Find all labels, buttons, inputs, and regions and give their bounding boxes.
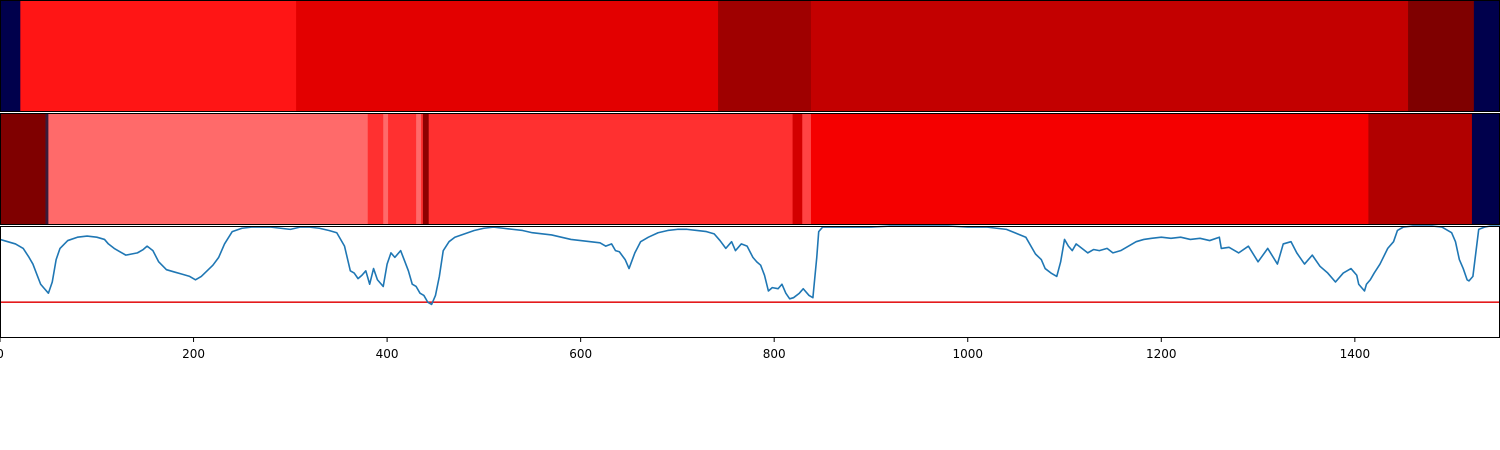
heatmap-middle-cells — [0, 113, 1500, 225]
line-panel: 0 200 400 600 800 1000 1200 1400 — [0, 225, 1500, 361]
series-line — [0, 225, 1500, 306]
heatmap-cell — [45, 113, 49, 225]
heatmap-cell — [1368, 113, 1473, 225]
x-tick-label: 400 — [376, 347, 399, 361]
heatmap-cell — [1473, 0, 1500, 112]
x-tick-label: 1000 — [952, 347, 983, 361]
heatmap-cell — [422, 113, 430, 225]
x-tick-label: 1200 — [1146, 347, 1177, 361]
heatmap-cell — [802, 113, 812, 225]
x-tick-label: 600 — [569, 347, 592, 361]
heatmap-cell — [0, 113, 46, 225]
heatmap-cell — [718, 0, 812, 112]
heatmap-panel-middle — [0, 113, 1500, 225]
heatmap-cell — [1408, 0, 1475, 112]
heatmap-cell — [296, 0, 719, 112]
heatmap-cell — [1471, 113, 1500, 225]
x-tick-label: 200 — [182, 347, 205, 361]
x-tick-label: 0 — [0, 347, 4, 361]
heatmap-cell — [0, 0, 21, 112]
heatmap-cell — [20, 0, 297, 112]
heatmap-cell — [810, 113, 1369, 225]
heatmap-cell — [792, 113, 803, 225]
heatmap-cell — [416, 113, 422, 225]
heatmap-cell — [810, 0, 1409, 112]
x-tick-label: 800 — [763, 347, 786, 361]
x-axis: 0 200 400 600 800 1000 1200 1400 — [0, 338, 1370, 361]
heatmap-cell — [388, 113, 417, 225]
heatmap-cell — [48, 113, 369, 225]
heatmap-cell — [428, 113, 793, 225]
heatmap-cell — [367, 113, 384, 225]
heatmap-cell — [420, 113, 424, 225]
x-tick-label: 1400 — [1340, 347, 1371, 361]
heatmap-cell — [383, 113, 389, 225]
heatmap-panel-top — [0, 0, 1500, 112]
heatmap-top-cells — [0, 0, 1500, 112]
